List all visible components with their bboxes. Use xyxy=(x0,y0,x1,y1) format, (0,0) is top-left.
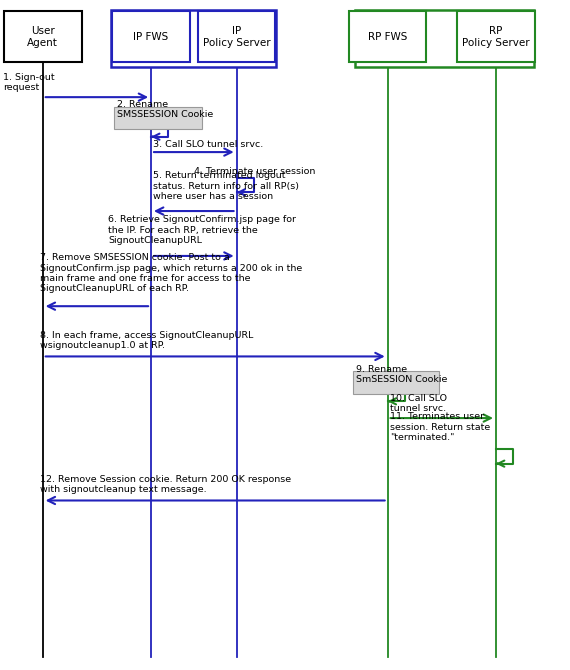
Bar xyxy=(355,10,534,67)
Text: 8. In each frame, access SignoutCleanupURL
wsignoutcleanup1.0 at RP.: 8. In each frame, access SignoutCleanupU… xyxy=(40,331,253,350)
Text: RP
Policy Server: RP Policy Server xyxy=(462,26,530,48)
Bar xyxy=(353,371,439,394)
Bar xyxy=(457,11,535,62)
Bar xyxy=(112,11,190,62)
Bar xyxy=(4,11,82,62)
Text: 9. Rename
SmSESSION Cookie: 9. Rename SmSESSION Cookie xyxy=(356,364,447,384)
Text: IP FWS: IP FWS xyxy=(133,32,169,42)
Bar xyxy=(111,10,276,67)
Text: 2. Rename
SMSSESSION Cookie: 2. Rename SMSSESSION Cookie xyxy=(117,100,213,119)
Text: 3. Call SLO tunnel srvc.: 3. Call SLO tunnel srvc. xyxy=(153,141,263,149)
Text: IP
Policy Server: IP Policy Server xyxy=(203,26,270,48)
Text: 1. Sign-out
request: 1. Sign-out request xyxy=(3,73,55,92)
Text: 10. Call SLO
tunnel srvc.: 10. Call SLO tunnel srvc. xyxy=(390,394,447,413)
Bar xyxy=(114,107,202,129)
Text: 5. Return terminated logout
status. Return info for all RP(s)
where user has a s: 5. Return terminated logout status. Retu… xyxy=(153,172,299,201)
Text: 12. Remove Session cookie. Return 200 OK response
with signoutcleanup text messa: 12. Remove Session cookie. Return 200 OK… xyxy=(40,475,291,494)
Text: User
Agent: User Agent xyxy=(27,26,58,48)
Text: 11. Terminates user
session. Return state
"terminated.": 11. Terminates user session. Return stat… xyxy=(390,413,491,442)
Text: 7. Remove SMSESSION cookie. Post to a
SignoutConfirm.jsp page, which returns a 2: 7. Remove SMSESSION cookie. Post to a Si… xyxy=(40,253,302,293)
Text: 4. Terminate user session: 4. Terminate user session xyxy=(194,167,315,176)
Text: RP FWS: RP FWS xyxy=(368,32,408,42)
Bar xyxy=(349,11,426,62)
Text: 6. Retrieve SignoutConfirm.jsp page for
the IP. For each RP, retrieve the
Signou: 6. Retrieve SignoutConfirm.jsp page for … xyxy=(108,216,296,245)
Bar xyxy=(198,11,275,62)
